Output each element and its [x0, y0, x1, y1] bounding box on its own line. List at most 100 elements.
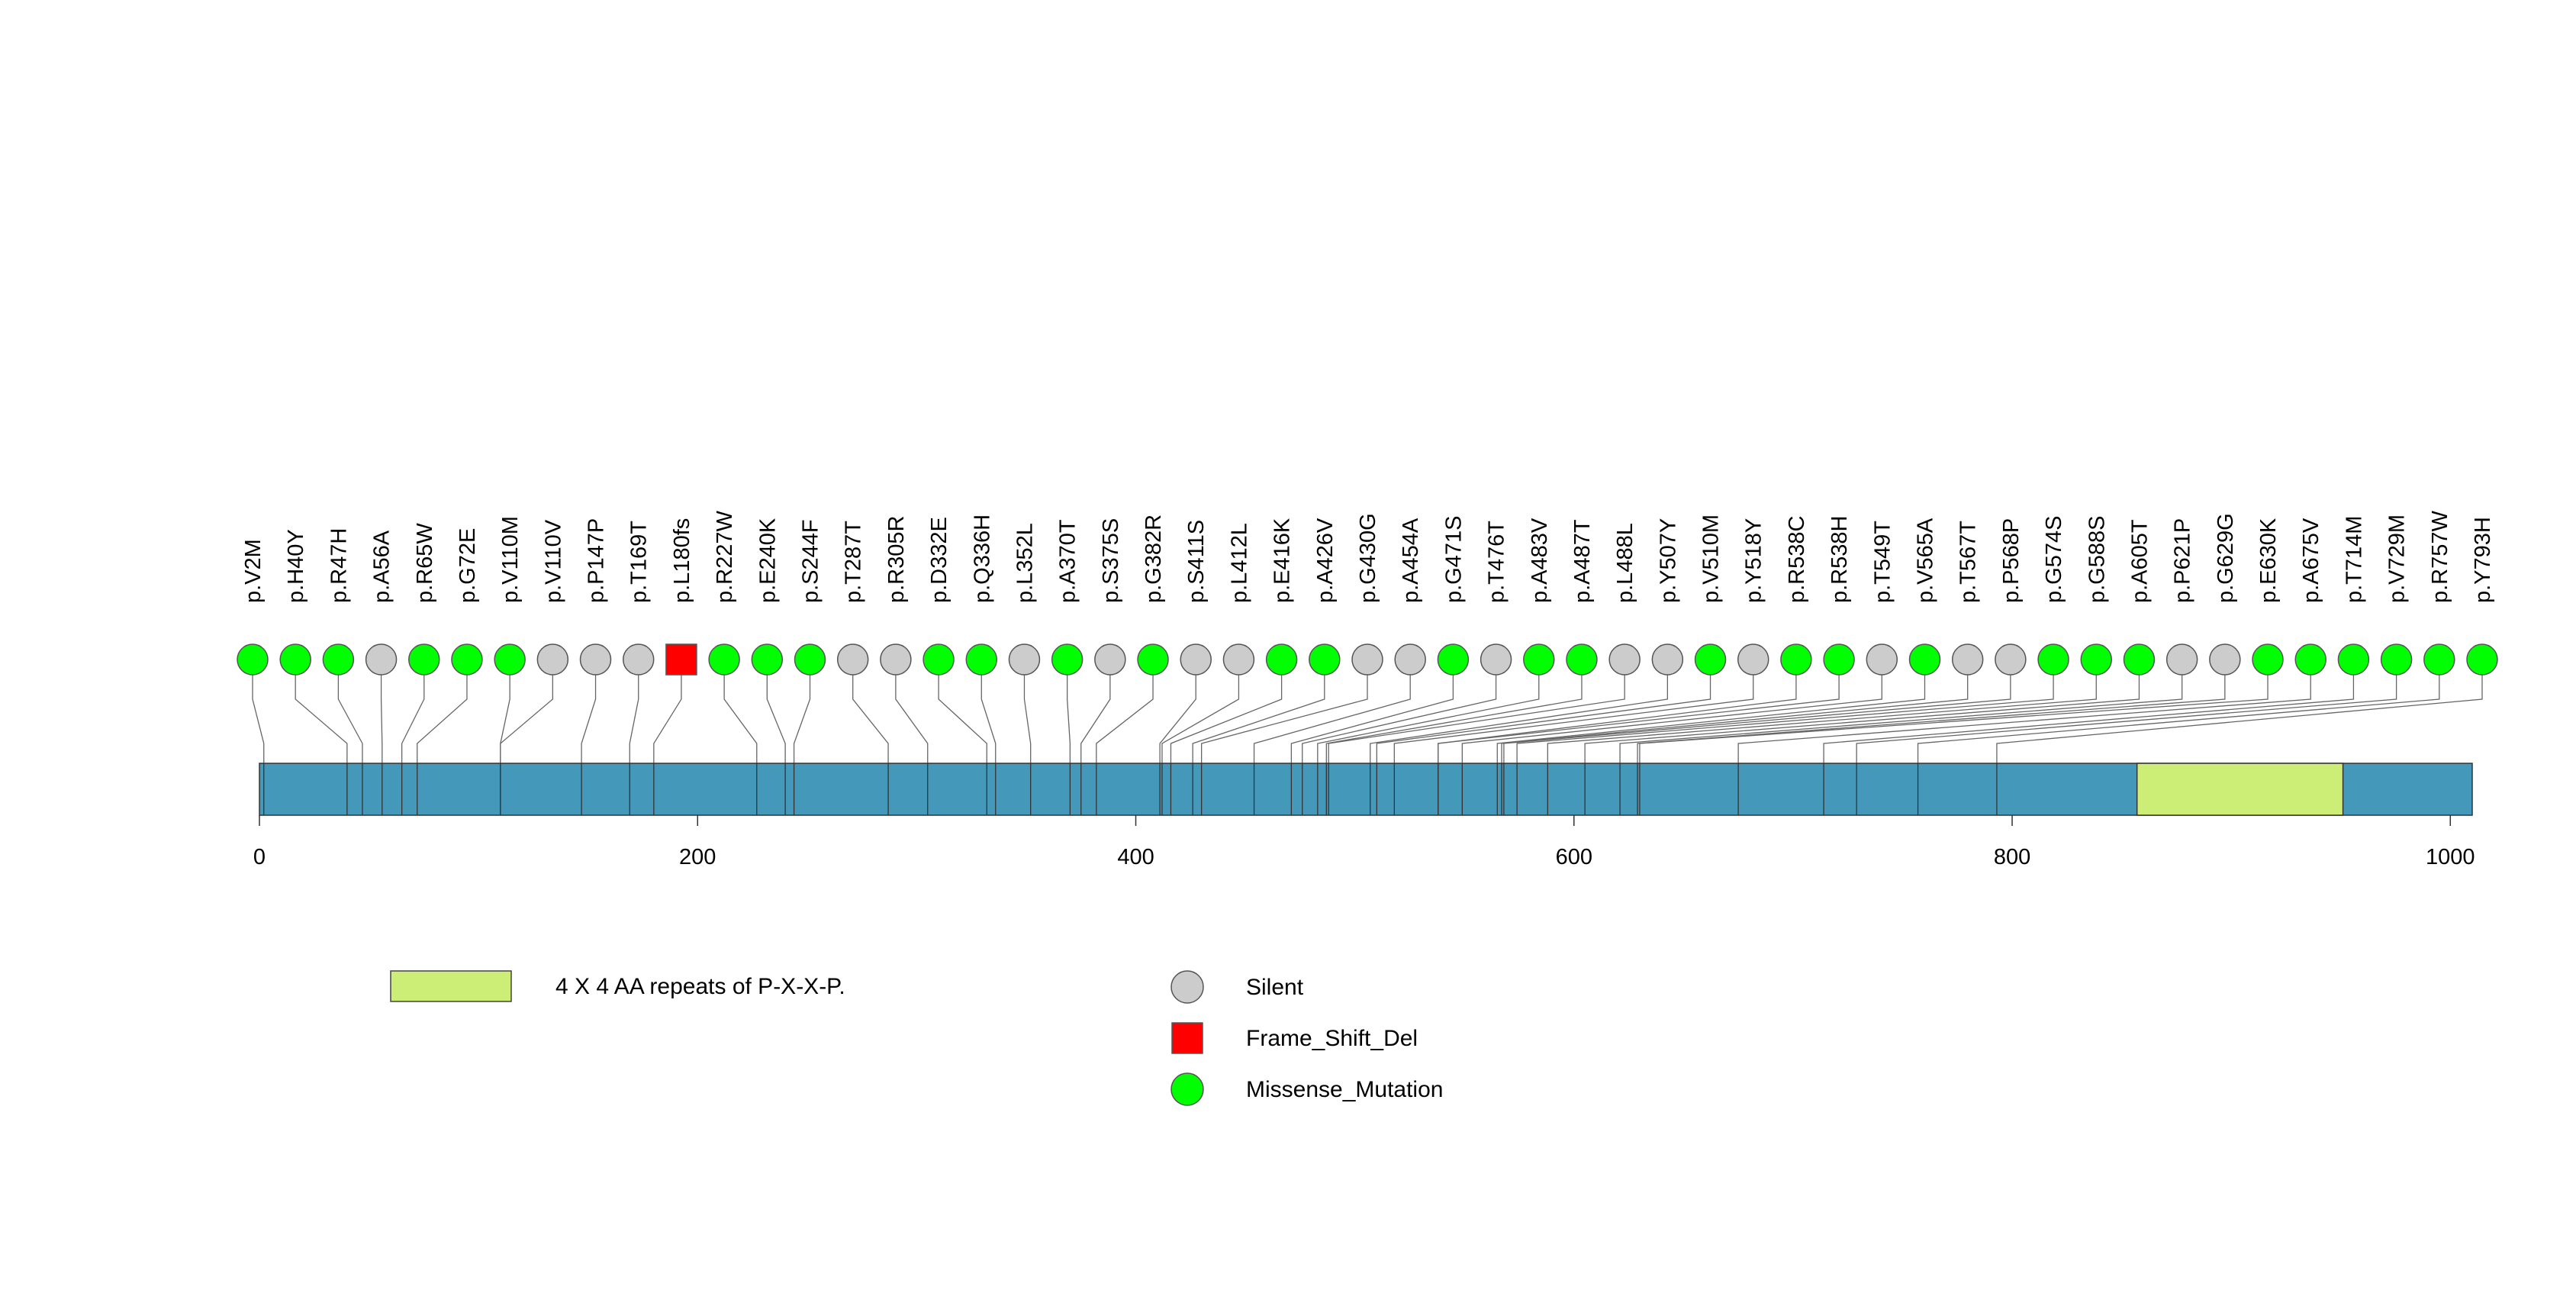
mutation-label: p.A454A [1399, 518, 1423, 603]
mutation-label: p.T549T [1870, 521, 1895, 603]
mutation-label: p.V565A [1914, 518, 1938, 603]
mutation-label: p.R227W [713, 510, 737, 603]
connector-line [1823, 675, 2355, 763]
missense-marker [965, 643, 998, 676]
silent-marker [1608, 643, 1641, 676]
mutation-label: p.A370T [1056, 519, 1080, 603]
connector-line [1096, 675, 1154, 763]
mutation-label: p.R538C [1785, 516, 1809, 603]
legend-missense-swatch [1170, 1072, 1204, 1106]
connector-line [337, 675, 363, 763]
mutation-label: p.A605T [2127, 519, 2152, 603]
mutation-label: p.A483V [1528, 518, 1552, 603]
silent-marker [1951, 643, 1984, 676]
mutation-label: p.G430G [1356, 513, 1380, 603]
mutation-label: p.G629G [2214, 513, 2238, 603]
silent-marker [1094, 643, 1126, 676]
silent-marker [1866, 643, 1898, 676]
missense-marker [322, 643, 355, 676]
domain-region [2136, 763, 2344, 816]
missense-marker [1137, 643, 1169, 676]
mutation-label: p.R305R [884, 516, 909, 603]
connector-line [1503, 675, 2011, 763]
connector-line [401, 675, 425, 763]
axis-tick-label: 600 [1556, 845, 1592, 869]
mutation-label: p.T567T [1956, 521, 1981, 603]
mutation-label: p.V2M [241, 539, 266, 603]
mutation-label: p.P621P [2171, 518, 2195, 603]
missense-marker [494, 643, 526, 676]
missense-marker [751, 643, 784, 676]
missense-marker [451, 643, 483, 676]
connector-lines [252, 675, 2483, 763]
legend-silent-swatch [1170, 970, 1204, 1004]
mutation-label: p.S375S [1099, 518, 1123, 603]
protein-track [259, 763, 2473, 816]
mutation-label: p.E240K [755, 518, 780, 603]
mutation-label: p.L352L [1013, 523, 1037, 603]
connector-line [653, 675, 682, 763]
missense-marker [408, 643, 440, 676]
connector-line [1192, 675, 1325, 763]
connector-line [1023, 675, 1032, 763]
connector-line [766, 675, 786, 763]
mutation-label: p.S411S [1184, 520, 1209, 603]
silent-marker [880, 643, 912, 676]
missense-marker [279, 643, 311, 676]
mutation-label: p.T714M [2342, 516, 2366, 603]
connector-line [1376, 675, 1711, 763]
silent-marker [2165, 643, 2198, 676]
mutation-label: p.L412L [1227, 523, 1251, 603]
connector-line [1547, 675, 2097, 763]
connector-line [1619, 675, 2183, 763]
connector-line [629, 675, 639, 763]
axis-tick-label: 400 [1117, 845, 1154, 869]
connector-line [500, 675, 510, 763]
mutation-label: p.P147P [584, 518, 609, 603]
mutation-label: p.H40Y [284, 529, 308, 603]
connector-line [1325, 675, 1583, 763]
connector-line [793, 675, 811, 763]
missense-marker [2252, 643, 2284, 676]
axis-tick-label: 0 [253, 845, 266, 869]
connector-line [1737, 675, 2311, 763]
missense-marker [237, 643, 269, 676]
connector-line [1501, 675, 1969, 763]
legend-type-label: Missense_Mutation [1246, 1077, 1443, 1102]
silent-marker [536, 643, 569, 676]
missense-marker [794, 643, 826, 676]
mutation-label: p.T287T [842, 521, 866, 603]
silent-marker [1737, 643, 1769, 676]
missense-marker [1566, 643, 1598, 676]
missense-marker [1780, 643, 1812, 676]
legend-domain-label: 4 X 4 AA repeats of P-X-X-P. [555, 974, 845, 999]
mutation-labels: p.V2M p.H40Y p.R47H p.A56A p.R65W p.G72E p.V11… [241, 510, 2495, 603]
connector-line [1584, 675, 2140, 763]
axis-tick-label: 800 [1994, 845, 2030, 869]
connector-line [1302, 675, 1497, 763]
mutation-label: p.V110M [498, 516, 523, 603]
connector-line [852, 675, 889, 763]
silent-marker [1180, 643, 1212, 676]
connector-line [1317, 675, 1540, 763]
mutation-label: p.E416K [1270, 518, 1295, 603]
connector-line [295, 675, 348, 763]
missense-marker [923, 643, 955, 676]
missense-marker [2037, 643, 2069, 676]
silent-marker [836, 643, 869, 676]
connector-line [1856, 675, 2397, 763]
connector-line [581, 675, 597, 763]
connector-line [1170, 675, 1283, 763]
silent-marker [579, 643, 612, 676]
missense-marker [1051, 643, 1084, 676]
silent-marker [1222, 643, 1255, 676]
connector-line [1201, 675, 1368, 763]
mutation-label: p.A426V [1313, 518, 1338, 603]
missense-marker [2080, 643, 2113, 676]
legend-domain-swatch [390, 970, 512, 1002]
silent-marker [1008, 643, 1041, 676]
connector-line [1639, 675, 2268, 763]
x-axis: 0 200 400 600 800 1000 [253, 815, 2475, 869]
missense-marker [2380, 643, 2413, 676]
